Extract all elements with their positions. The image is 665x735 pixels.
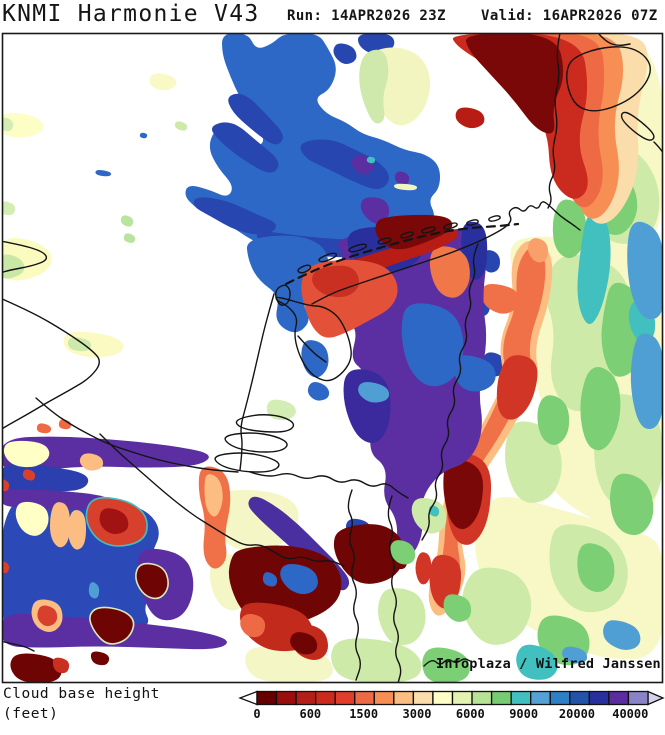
cloud-regions-and-coastlines — [2, 33, 663, 683]
colorbar-segment — [432, 690, 454, 706]
colorbar-segment — [334, 690, 356, 706]
colorbar-segment — [569, 690, 590, 706]
colorbar-segment — [510, 690, 532, 706]
valid-time-label: Valid: 16APR2026 07Z — [481, 8, 658, 24]
legend-tick-3: 3000 — [402, 707, 432, 721]
legend-tick-7: 40000 — [612, 707, 649, 721]
legend-tick-5: 9000 — [509, 707, 539, 721]
legend-title-line2: (feet) — [3, 706, 59, 722]
colorbar-segment — [315, 690, 336, 706]
colorbar-segment — [627, 690, 649, 706]
colorbar-segment — [471, 690, 493, 706]
legend-title-line1: Cloud base height — [3, 686, 160, 702]
colorbar-segment — [256, 690, 278, 706]
colorbar-segment — [412, 690, 434, 706]
legend-tick-2: 1500 — [349, 707, 379, 721]
map-frame — [1, 32, 664, 684]
colorbar-segment — [549, 690, 571, 706]
colorbar — [238, 690, 665, 706]
colorbar-segment — [393, 690, 415, 706]
colorbar-segment — [530, 690, 551, 706]
colorbar-tick-labels: 0 600 1500 3000 6000 9000 20000 40000 — [253, 707, 649, 723]
colorbar-segment — [275, 690, 297, 706]
legend-tick-4: 6000 — [455, 707, 485, 721]
run-time-label: Run: 14APR2026 23Z — [287, 8, 446, 24]
colorbar-segment — [588, 690, 610, 706]
legend-tick-6: 20000 — [558, 707, 596, 721]
colorbar-segment — [373, 690, 395, 706]
colorbar-segment — [490, 690, 512, 706]
colorbar-segment — [295, 690, 317, 706]
legend-tick-0: 0 — [253, 707, 261, 721]
model-title: KNMI Harmonie V43 — [2, 1, 260, 27]
colorbar-segment — [354, 690, 375, 706]
colorbar-segment — [608, 690, 630, 706]
attribution-text: Infoplaza / Wilfred Janssen — [436, 656, 661, 672]
colorbar-segment — [451, 690, 473, 706]
legend-tick-1: 600 — [299, 707, 322, 721]
